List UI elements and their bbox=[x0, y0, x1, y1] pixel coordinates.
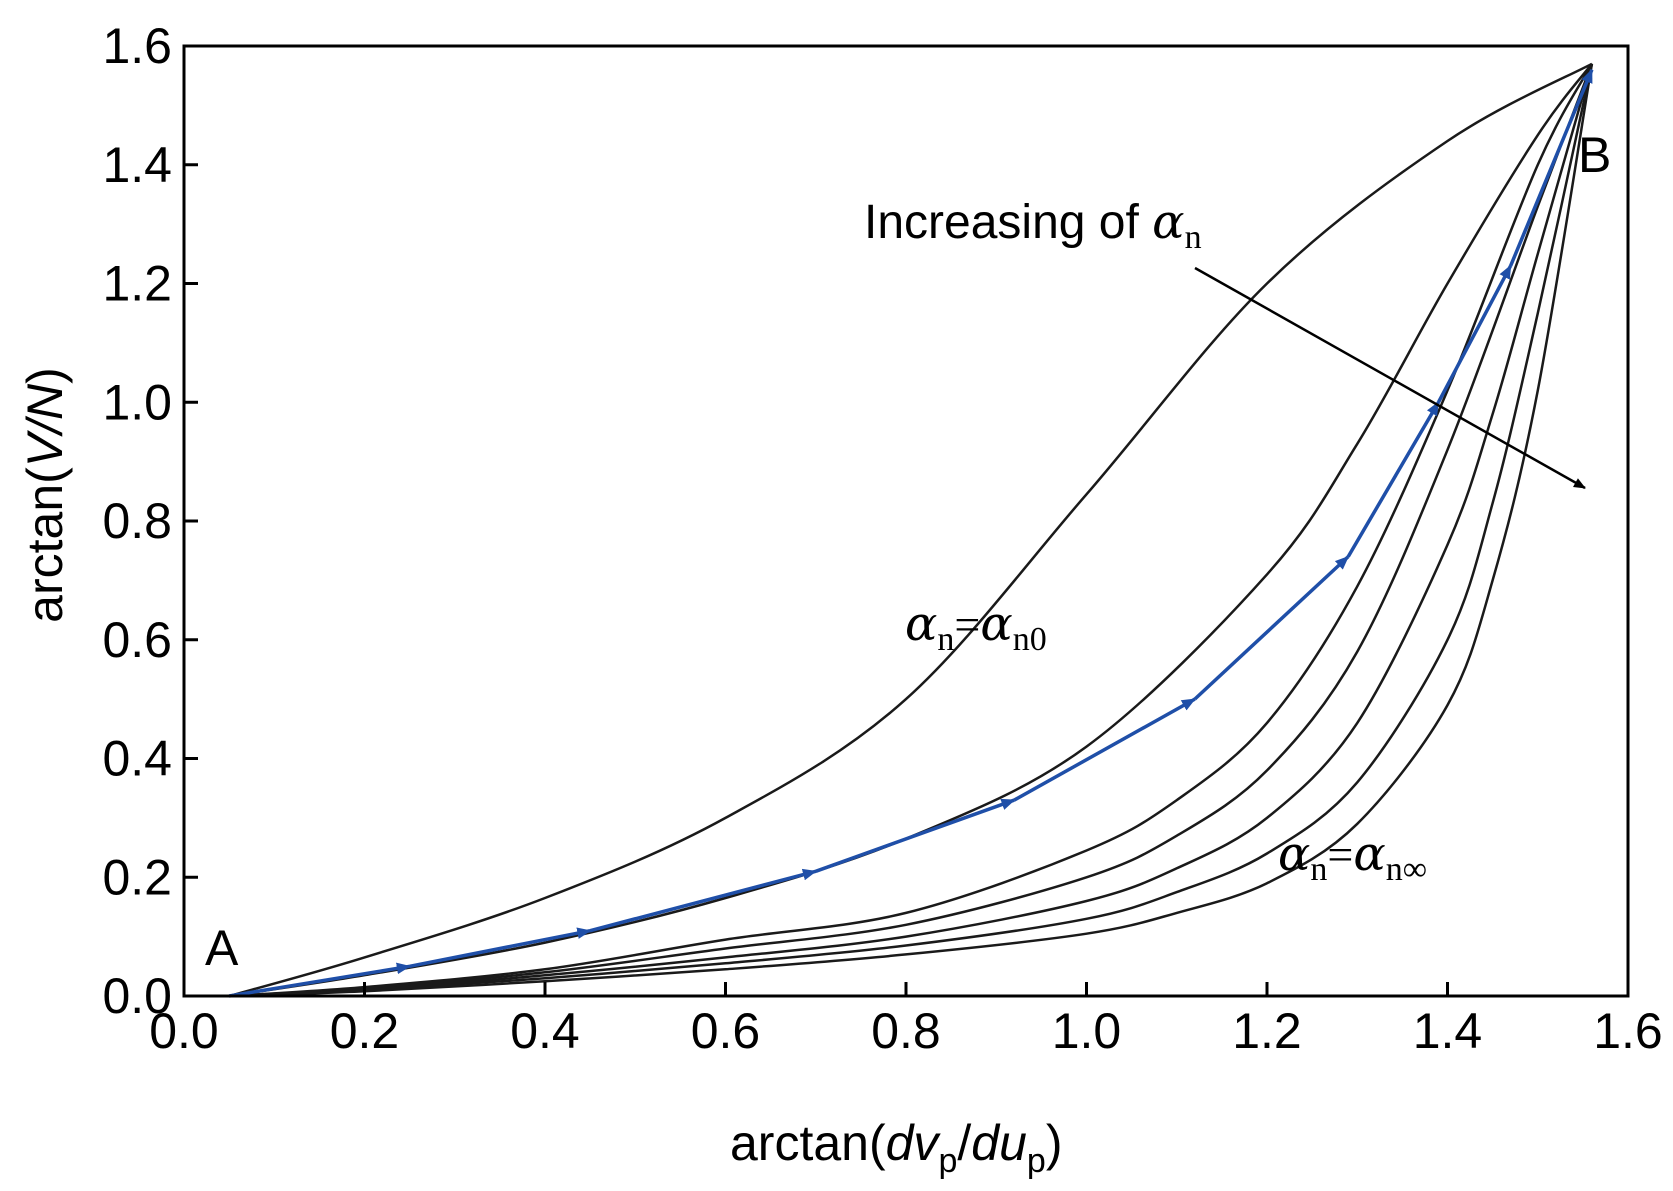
x-axis-title: arctan(dvp/dup) bbox=[730, 1115, 1062, 1180]
x-tick-label: 1.2 bbox=[1232, 1003, 1302, 1059]
series-curve-7 bbox=[229, 63, 1594, 998]
loading-path-layer bbox=[228, 68, 1594, 998]
n0-sub: n bbox=[937, 621, 954, 658]
path-segment bbox=[1346, 401, 1440, 558]
x-title-slash: / bbox=[957, 1115, 971, 1171]
point-b-label: B bbox=[1578, 127, 1611, 183]
x-tick-label: 0.0 bbox=[149, 1003, 219, 1059]
increasing-sub: n bbox=[1185, 219, 1202, 256]
x-tick-label: 0.6 bbox=[691, 1003, 761, 1059]
curves-layer bbox=[228, 62, 1594, 998]
x-title-suffix: ) bbox=[1046, 1115, 1063, 1171]
series-curve-2 bbox=[228, 63, 1593, 998]
path-segment bbox=[1193, 555, 1350, 701]
series-curve-1 bbox=[228, 62, 1593, 998]
y-tick-label: 0.8 bbox=[102, 493, 172, 549]
n0-eq: = bbox=[954, 599, 980, 650]
x-tick-label: 1.6 bbox=[1593, 1003, 1663, 1059]
n0-sub2: n0 bbox=[1013, 621, 1047, 658]
y-tick-label: 1.2 bbox=[102, 256, 172, 312]
increasing-annotation: Increasing of αn bbox=[864, 194, 1202, 256]
label-alpha-ninf: αn=αn∞ bbox=[1278, 826, 1427, 888]
increasing-text: Increasing of bbox=[864, 196, 1152, 249]
path-segment bbox=[1509, 68, 1594, 267]
path-segment bbox=[815, 798, 1016, 873]
y-tick-label: 0.2 bbox=[102, 849, 172, 905]
ninf-alpha2: α bbox=[1353, 826, 1385, 882]
path-segment bbox=[409, 927, 592, 969]
y-tick-label: 0.0 bbox=[102, 968, 172, 1024]
series-curve-6 bbox=[229, 63, 1594, 998]
increasing-arrow bbox=[1194, 266, 1586, 490]
y-tick-label: 1.6 bbox=[102, 18, 172, 74]
ninf-sub: n bbox=[1310, 851, 1327, 888]
ticks-layer: 0.0 0.2 0.4 0.6 0.8 1.0 1.2 1.4 1.6 0.0 0.2 0.4 0.6 0… bbox=[102, 18, 1662, 1059]
increasing-alpha: α bbox=[1152, 194, 1184, 250]
series-curve-4 bbox=[229, 63, 1594, 998]
x-title-var2: du bbox=[971, 1115, 1027, 1171]
path-segment bbox=[1436, 264, 1513, 404]
y-tick-label: 1.0 bbox=[102, 374, 172, 430]
x-tick-label: 1.0 bbox=[1052, 1003, 1122, 1059]
y-tick-label: 1.4 bbox=[102, 137, 172, 193]
y-title-prefix: arctan( bbox=[17, 467, 73, 623]
x-tick-label: 0.2 bbox=[330, 1003, 400, 1059]
path-segment bbox=[228, 962, 411, 998]
x-tick-label: 1.4 bbox=[1413, 1003, 1483, 1059]
n0-alpha: α bbox=[905, 596, 937, 652]
x-tick-label: 0.8 bbox=[871, 1003, 941, 1059]
y-tick-label: 0.6 bbox=[102, 612, 172, 668]
x-tick-label: 0.4 bbox=[510, 1003, 580, 1059]
x-title-prefix: arctan( bbox=[730, 1115, 886, 1171]
y-title-var: V/N bbox=[17, 383, 73, 467]
series-curve-5 bbox=[229, 63, 1594, 998]
y-tick-label: 0.4 bbox=[102, 731, 172, 787]
label-alpha-n0: αn=αn0 bbox=[905, 596, 1047, 658]
point-a-label: A bbox=[205, 920, 239, 976]
x-title-var1: dv bbox=[886, 1115, 942, 1171]
ninf-alpha: α bbox=[1278, 826, 1310, 882]
n0-alpha2: α bbox=[980, 596, 1012, 652]
ninf-sub2: n∞ bbox=[1386, 851, 1427, 888]
x-title-sub2: p bbox=[1027, 1142, 1046, 1180]
y-title-suffix: ) bbox=[17, 367, 73, 384]
path-segment bbox=[589, 868, 817, 933]
x-title-sub1: p bbox=[938, 1142, 957, 1180]
path-segment bbox=[1013, 697, 1196, 802]
y-axis-title: arctan(V/N) bbox=[17, 367, 73, 623]
ninf-eq: = bbox=[1327, 829, 1353, 880]
